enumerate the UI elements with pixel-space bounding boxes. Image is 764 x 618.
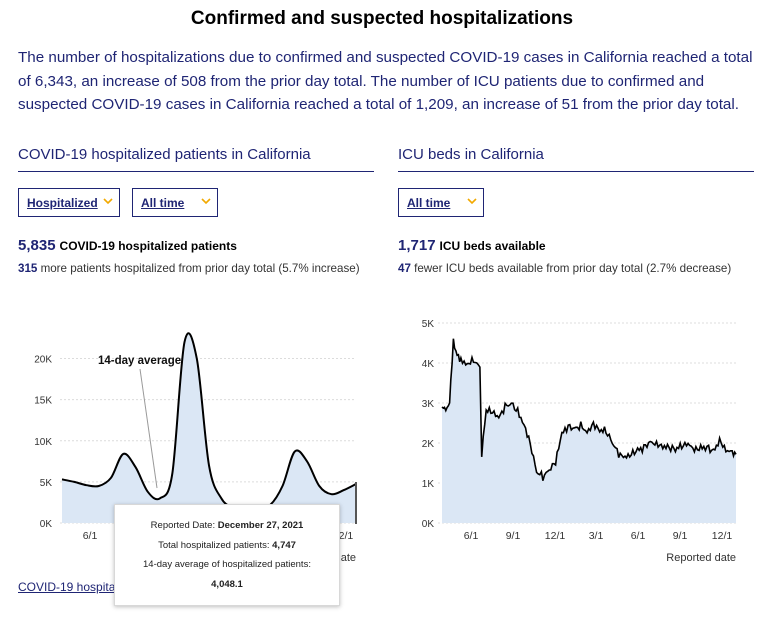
icu-x-tick-label: 12/1 xyxy=(712,530,733,542)
icu-y-tick-label: 5K xyxy=(422,319,435,330)
hosp-change-value: 315 xyxy=(18,262,38,275)
icu-x-tick-label: 6/1 xyxy=(631,530,646,542)
hosp-y-tick-label: 15K xyxy=(34,396,52,407)
hosp-data-link[interactable]: COVID-19 hospitalizations data xyxy=(18,580,114,594)
icu-chart: 0K 1K 2K 3K 4K 5K 6/1 9/1 12/1 3/1 6/1 9/1 12/1 Repo… xyxy=(422,319,737,564)
tooltip-total-row: Total hospitalized patients: 4,747 xyxy=(115,540,339,551)
icu-x-tick-label: 12/1 xyxy=(545,530,566,542)
tooltip-avg-value: 4,048.1 xyxy=(211,579,243,590)
icu-panel-rule xyxy=(398,171,754,172)
icu-grid: 0K 1K 2K 3K 4K 5K 6/1 9/1 12/1 3/1 6/1 9/1 12/1 xyxy=(422,319,733,542)
intro-paragraph: The number of hospitalizations due to co… xyxy=(18,49,753,113)
icu-y-tick-label: 2K xyxy=(422,439,435,450)
hosp-area-fill xyxy=(62,333,356,523)
icu-panel-title: ICU beds in California xyxy=(398,146,544,163)
hosp-x-tick-label: 6/1 xyxy=(83,530,98,542)
icu-x-tick-label: 9/1 xyxy=(506,530,521,542)
tooltip-date-row: Reported Date: December 27, 2021 xyxy=(115,520,339,531)
icu-change-value: 47 xyxy=(398,262,411,275)
hosp-y-tick-label: 20K xyxy=(34,355,52,366)
hosp-change-text: more patients hospitalized from prior da… xyxy=(40,262,360,275)
hosp-panel-title: COVID-19 hospitalized patients in Califo… xyxy=(18,146,311,163)
hosp-y-tick-label: 5K xyxy=(40,478,53,489)
icu-x-tick-label: 6/1 xyxy=(464,530,479,542)
icu-y-tick-label: 1K xyxy=(422,479,435,490)
icu-change: 47 fewer ICU beds available from prior d… xyxy=(398,262,731,275)
icu-stat-label: ICU beds available xyxy=(439,239,546,253)
icu-area-fill xyxy=(442,338,736,523)
hosp-annotation-leader xyxy=(139,368,158,489)
chevron-down-icon xyxy=(467,198,477,205)
tooltip-total-label: Total hospitalized patients: xyxy=(158,540,270,551)
icu-area-line xyxy=(441,338,737,481)
chevron-down-icon xyxy=(103,198,113,205)
icu-y-tick-label: 0K xyxy=(422,519,435,530)
icu-y-tick-label: 4K xyxy=(422,359,435,370)
icu-x-axis-label: Reported date xyxy=(666,552,736,564)
icu-stat: 1,717 ICU beds available xyxy=(398,237,546,254)
hosp-y-tick-label: 10K xyxy=(34,437,52,448)
hosp-range-dropdown[interactable]: All time xyxy=(132,188,218,217)
hosp-stat-value: 5,835 xyxy=(18,237,56,254)
chevron-down-icon xyxy=(201,198,211,205)
hosp-metric-dropdown[interactable]: Hospitalized xyxy=(18,188,120,217)
hosp-annotation: 14-day average xyxy=(98,355,181,367)
hosp-stat: 5,835 COVID-19 hospitalized patients xyxy=(18,237,237,254)
hosp-stat-label: COVID-19 hospitalized patients xyxy=(59,239,237,253)
hosp-panel-rule xyxy=(18,171,374,172)
icu-stat-value: 1,717 xyxy=(398,237,436,254)
icu-range-dropdown[interactable]: All time xyxy=(398,188,484,217)
tooltip-avg-label: 14-day average of hospitalized patients: xyxy=(143,559,311,570)
icu-x-tick-label: 3/1 xyxy=(589,530,604,542)
icu-change-text: fewer ICU beds available from prior day … xyxy=(414,262,732,275)
icu-x-tick-label: 9/1 xyxy=(673,530,688,542)
tooltip-date-label: Reported Date: xyxy=(150,520,216,531)
page-title: Confirmed and suspected hospitalizations xyxy=(190,8,574,29)
hosp-range-dropdown-label: All time xyxy=(141,196,185,210)
icu-range-dropdown-label: All time xyxy=(407,196,451,210)
hosp-tooltip: Reported Date: December 27, 2021 Total h… xyxy=(114,504,340,606)
hosp-metric-dropdown-label: Hospitalized xyxy=(27,196,98,210)
hosp-y-tick-label: 0K xyxy=(40,519,53,530)
hosp-change: 315 more patients hospitalized from prio… xyxy=(18,262,360,275)
icu-y-tick-label: 3K xyxy=(422,399,435,410)
hosp-area-line xyxy=(61,332,357,515)
tooltip-total-value: 4,747 xyxy=(272,540,296,551)
tooltip-date-value: December 27, 2021 xyxy=(217,520,304,531)
